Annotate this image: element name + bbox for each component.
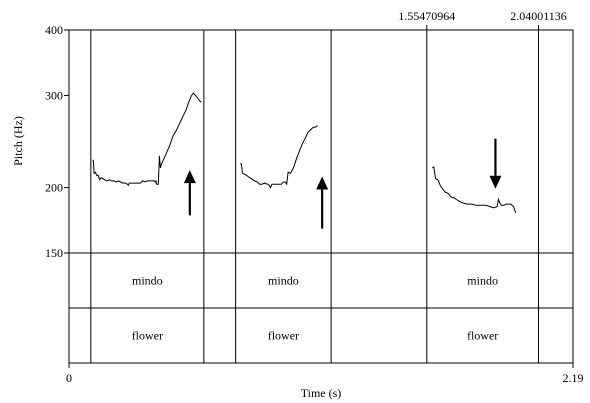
y-axis-ticks: 150 200 300 400 bbox=[45, 23, 574, 368]
pitch-contour-3 bbox=[431, 166, 517, 213]
arrow-down-3-head bbox=[489, 175, 502, 189]
tier-labels: mindo mindo mindo flower flower flower bbox=[132, 274, 499, 343]
x-axis-label: Time (s) bbox=[301, 386, 342, 400]
plot-area-frame bbox=[68, 29, 574, 364]
arrow-up-2-head bbox=[316, 176, 329, 190]
pitch-contour-2 bbox=[240, 124, 318, 189]
tier-1-label-1: mindo bbox=[132, 274, 163, 288]
top-time-labels: 1.55470964 2.04001136 bbox=[398, 9, 567, 30]
tier-2-label-3: flower bbox=[467, 329, 498, 343]
top-time-label-0: 1.55470964 bbox=[398, 9, 455, 23]
y-axis-label: Pitch (Hz) bbox=[11, 116, 25, 166]
x-tick-label-max: 2.19 bbox=[563, 371, 584, 385]
arrow-annotations bbox=[183, 138, 502, 229]
pitch-contour-1 bbox=[92, 92, 202, 187]
tier-1-label-3: mindo bbox=[467, 274, 498, 288]
arrow-up-1-head bbox=[183, 170, 196, 184]
y-tick-label-1: 200 bbox=[45, 181, 63, 195]
top-time-label-1: 2.04001136 bbox=[510, 9, 567, 23]
y-tick-label-2: 300 bbox=[45, 88, 63, 102]
pitch-series-group bbox=[92, 92, 517, 213]
x-tick-label-min: 0 bbox=[66, 371, 72, 385]
tier-2-label-2: flower bbox=[268, 329, 299, 343]
y-tick-label-3: 400 bbox=[45, 23, 63, 37]
y-tick-label-0: 150 bbox=[45, 246, 63, 260]
tier-2-label-1: flower bbox=[132, 329, 163, 343]
tier-1-label-2: mindo bbox=[268, 274, 299, 288]
